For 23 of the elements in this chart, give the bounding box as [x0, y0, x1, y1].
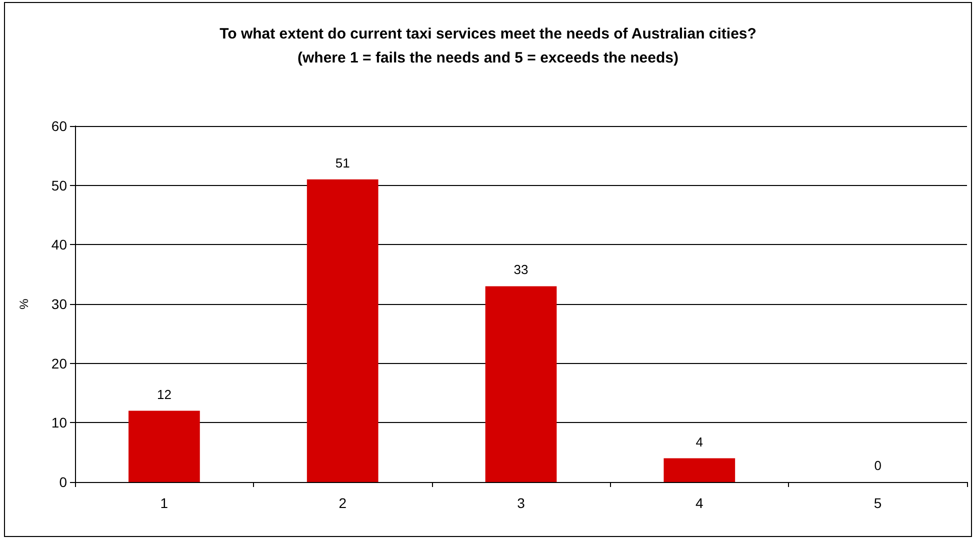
y-tick-label: 10 [51, 414, 68, 431]
x-tick-label: 1 [160, 495, 168, 511]
data-label: 12 [156, 386, 172, 402]
data-label: 51 [335, 155, 350, 170]
data-label: 4 [696, 434, 704, 450]
data-label: 33 [514, 262, 528, 278]
bar [128, 410, 200, 482]
y-axis-title: % [17, 298, 31, 310]
bar [485, 286, 557, 482]
x-tick-label: 3 [517, 495, 526, 511]
y-tick-label: 0 [59, 474, 68, 490]
y-tick-label: 50 [51, 177, 68, 194]
data-label: 0 [874, 458, 882, 473]
chart-title: To what extent do current taxi services meet the needs of Australian cities? (where 1 = fails the needs and 5 = exceeds the needs) [220, 26, 756, 66]
bar [664, 458, 736, 482]
x-tick-label: 5 [874, 495, 882, 511]
bar [306, 179, 378, 482]
y-tick-label: 30 [51, 296, 68, 312]
y-tick-label: 20 [51, 355, 68, 372]
y-tick-label: 40 [51, 236, 68, 253]
y-tick-label: 60 [51, 118, 68, 134]
x-tick-label: 4 [696, 495, 704, 511]
x-tick-label: 2 [338, 495, 347, 511]
